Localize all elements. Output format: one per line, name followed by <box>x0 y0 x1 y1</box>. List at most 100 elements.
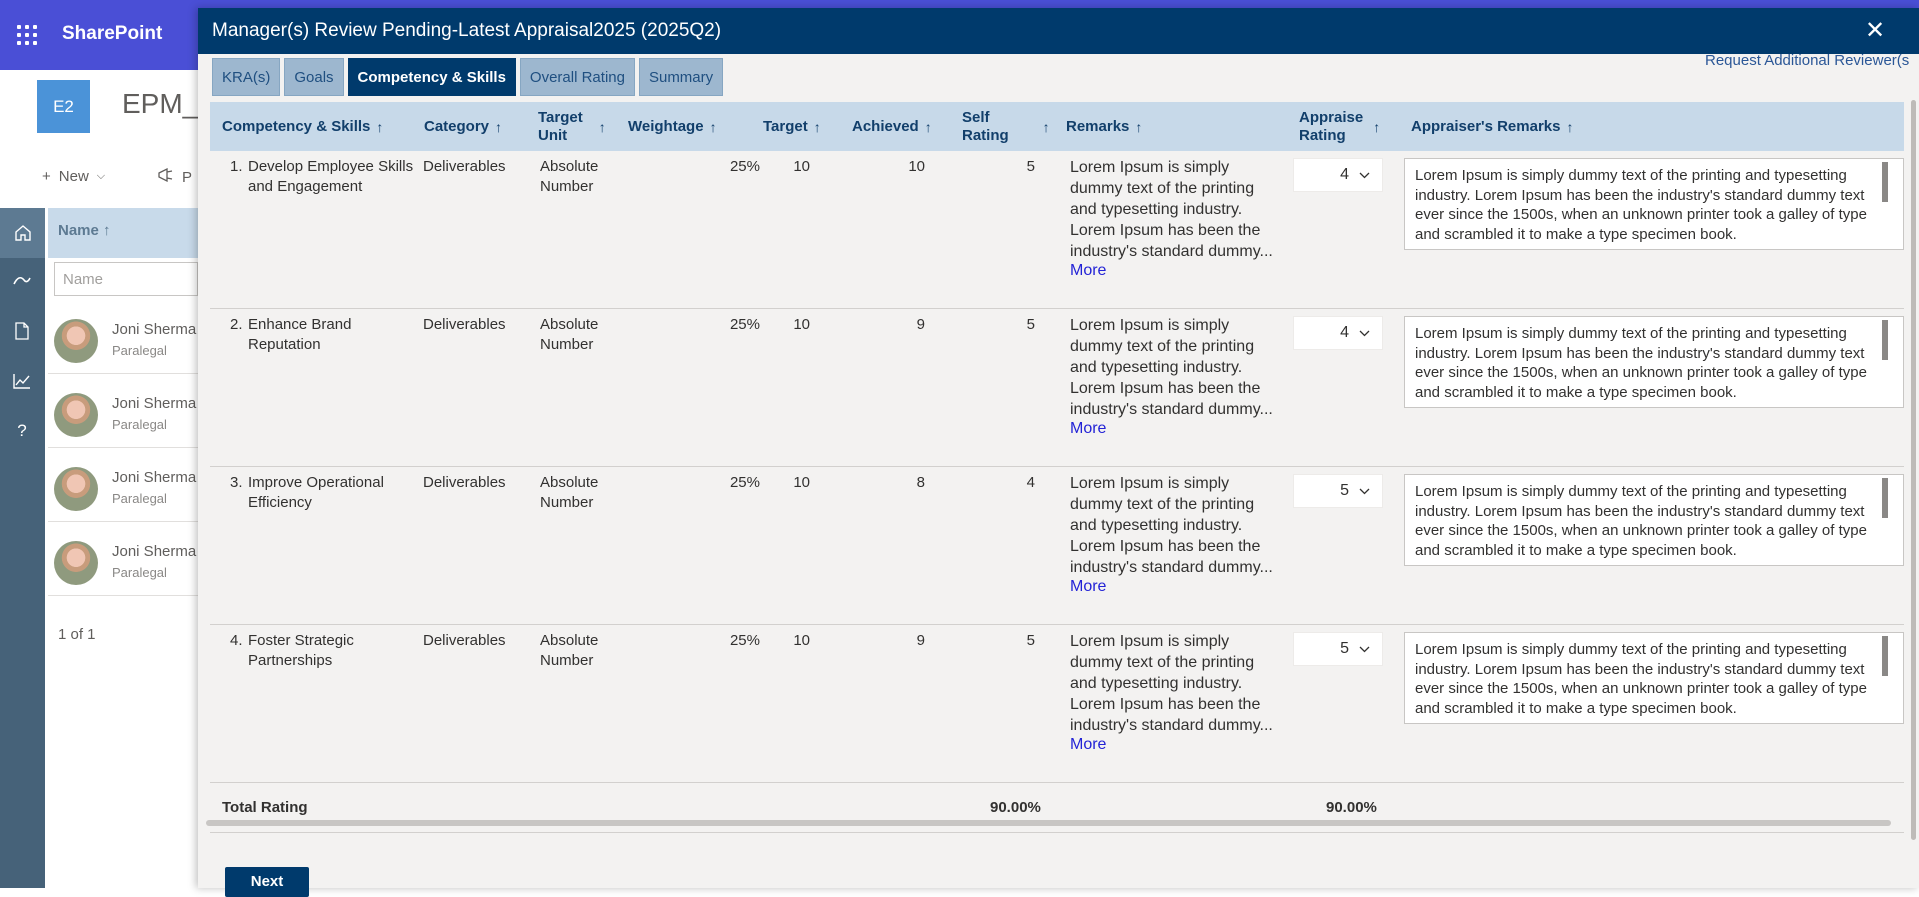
list-item[interactable]: Joni Sherma Paralegal <box>48 448 198 522</box>
sort-icon: ↑ <box>495 118 503 135</box>
sites-icon[interactable] <box>11 270 33 292</box>
table-row: 2. Enhance Brand Reputation Deliverables… <box>210 309 1904 467</box>
self-rating: 5 <box>1026 632 1035 649</box>
appraiser-remarks-textarea[interactable]: Lorem Ipsum is simply dummy text of the … <box>1404 158 1904 250</box>
appraiser-rating-select[interactable]: 4 <box>1293 158 1383 192</box>
appraiser-rating-select[interactable]: 5 <box>1293 632 1383 666</box>
total-rating-row: Total Rating 90.00% 90.00% <box>210 783 1904 833</box>
col-category[interactable]: Category ↑ <box>424 118 503 135</box>
competency-name: Enhance Brand Reputation <box>248 316 352 353</box>
competency-name: Improve Operational Efficiency <box>248 474 384 511</box>
col-achieved[interactable]: Achieved ↑ <box>852 118 932 135</box>
weightage: 25% <box>729 632 760 649</box>
achieved: 8 <box>916 474 925 491</box>
panel-title: Manager(s) Review Pending-Latest Apprais… <box>212 20 722 41</box>
person-name: Joni Sherma <box>112 543 197 560</box>
document-icon[interactable] <box>11 320 33 342</box>
appraiser-rating-select[interactable]: 5 <box>1293 474 1383 508</box>
chevron-down-icon: ⌵ <box>96 170 106 182</box>
list-item[interactable]: Joni Sherma Paralegal <box>48 522 198 596</box>
col-appraiser-remarks[interactable]: Appraiser's Remarks ↑ <box>1411 118 1574 135</box>
sort-icon: ↑ <box>813 118 821 135</box>
target: 10 <box>793 632 810 649</box>
textarea-scrollbar[interactable] <box>1882 478 1888 518</box>
achieved: 9 <box>916 632 925 649</box>
request-reviewer-link[interactable]: Request Additional Reviewer(s <box>1705 52 1910 69</box>
tab-summary[interactable]: Summary <box>638 58 724 96</box>
review-panel: Manager(s) Review Pending-Latest Apprais… <box>198 8 1919 888</box>
col-competency[interactable]: Competency & Skills ↑ <box>222 118 384 135</box>
table-row: 3. Improve Operational Efficiency Delive… <box>210 467 1904 625</box>
remarks-text: Lorem Ipsum is simply dummy text of the … <box>1070 633 1273 734</box>
category: Deliverables <box>423 632 506 649</box>
appraiser-rating-value: 4 <box>1340 324 1349 341</box>
name-filter-input[interactable]: Name <box>54 262 198 296</box>
help-icon[interactable]: ? <box>17 421 27 440</box>
home-icon[interactable] <box>0 208 45 258</box>
avatar <box>54 467 98 511</box>
person-role: Paralegal <box>112 417 167 432</box>
textarea-scrollbar[interactable] <box>1882 320 1888 360</box>
site-logo[interactable]: E2 <box>37 80 90 133</box>
remarks-text: Lorem Ipsum is simply dummy text of the … <box>1070 475 1273 576</box>
self-rating: 5 <box>1026 158 1035 175</box>
close-icon[interactable]: ✕ <box>1864 17 1886 44</box>
target: 10 <box>793 316 810 333</box>
promote-command[interactable]: P <box>158 167 193 186</box>
person-name: Joni Sherma <box>112 395 197 412</box>
textarea-scrollbar[interactable] <box>1882 636 1888 676</box>
tab-competency-skills[interactable]: Competency & Skills <box>347 58 516 96</box>
vertical-scrollbar[interactable] <box>1911 100 1916 840</box>
tab-kras[interactable]: KRA(s) <box>212 58 281 96</box>
col-remarks[interactable]: Remarks ↑ <box>1066 118 1143 135</box>
people-list: Name ↑ Name Joni Sherma Paralegal Joni S… <box>48 208 198 888</box>
sort-icon: ↑ <box>1373 118 1381 135</box>
weightage: 25% <box>729 158 760 175</box>
appraiser-rating-value: 5 <box>1340 640 1349 657</box>
more-link[interactable]: More <box>1070 578 1107 595</box>
total-rating-label: Total Rating <box>222 799 308 816</box>
category: Deliverables <box>423 158 506 175</box>
col-target[interactable]: Target ↑ <box>763 118 821 135</box>
person-role: Paralegal <box>112 491 167 506</box>
remarks-text: Lorem Ipsum is simply dummy text of the … <box>1070 159 1273 260</box>
appraiser-remarks-textarea[interactable]: Lorem Ipsum is simply dummy text of the … <box>1404 316 1904 408</box>
tab-overall-rating[interactable]: Overall Rating <box>519 58 635 96</box>
appraiser-remarks-textarea[interactable]: Lorem Ipsum is simply dummy text of the … <box>1404 474 1904 566</box>
col-appraiser-rating[interactable]: Appraise Rating ↑ <box>1299 108 1381 144</box>
left-app-rail: ? <box>0 208 45 888</box>
list-item[interactable]: Joni Sherma Paralegal <box>48 374 198 448</box>
chevron-down-icon <box>1359 324 1370 342</box>
chevron-down-icon <box>1359 640 1370 658</box>
col-self-rating[interactable]: Self Rating ↑ <box>962 108 1050 144</box>
tab-goals[interactable]: Goals <box>284 58 344 96</box>
person-role: Paralegal <box>112 343 167 358</box>
more-link[interactable]: More <box>1070 736 1107 753</box>
new-command[interactable]: + New ⌵ <box>42 168 105 185</box>
megaphone-icon <box>158 167 174 186</box>
chevron-down-icon <box>1359 166 1370 184</box>
avatar <box>54 541 98 585</box>
appraiser-rating-value: 5 <box>1340 482 1349 499</box>
target: 10 <box>793 158 810 175</box>
name-column-header[interactable]: Name ↑ <box>58 222 111 239</box>
analytics-icon[interactable] <box>11 370 33 392</box>
col-target-unit[interactable]: Target Unit ↑ <box>538 108 606 144</box>
textarea-scrollbar[interactable] <box>1882 162 1888 202</box>
remarks-text: Lorem Ipsum is simply dummy text of the … <box>1070 317 1273 418</box>
appraiser-remarks-textarea[interactable]: Lorem Ipsum is simply dummy text of the … <box>1404 632 1904 724</box>
promote-command-label: P <box>182 168 193 186</box>
grid-header: Competency & Skills ↑ Category ↑ Target Uni… <box>210 102 1904 151</box>
list-item[interactable]: Joni Sherma Paralegal <box>48 300 198 374</box>
brand-name[interactable]: SharePoint <box>62 23 163 44</box>
more-link[interactable]: More <box>1070 262 1107 279</box>
sort-icon: ↑ <box>1042 118 1050 135</box>
next-button[interactable]: Next <box>225 867 309 897</box>
horizontal-scrollbar[interactable] <box>206 820 1891 826</box>
col-weightage[interactable]: Weightage ↑ <box>628 118 717 135</box>
row-index: 1. <box>230 158 243 175</box>
more-link[interactable]: More <box>1070 420 1107 437</box>
appraiser-rating-select[interactable]: 4 <box>1293 316 1383 350</box>
list-header[interactable]: Name ↑ <box>48 208 198 258</box>
app-launcher-icon[interactable] <box>14 22 40 48</box>
